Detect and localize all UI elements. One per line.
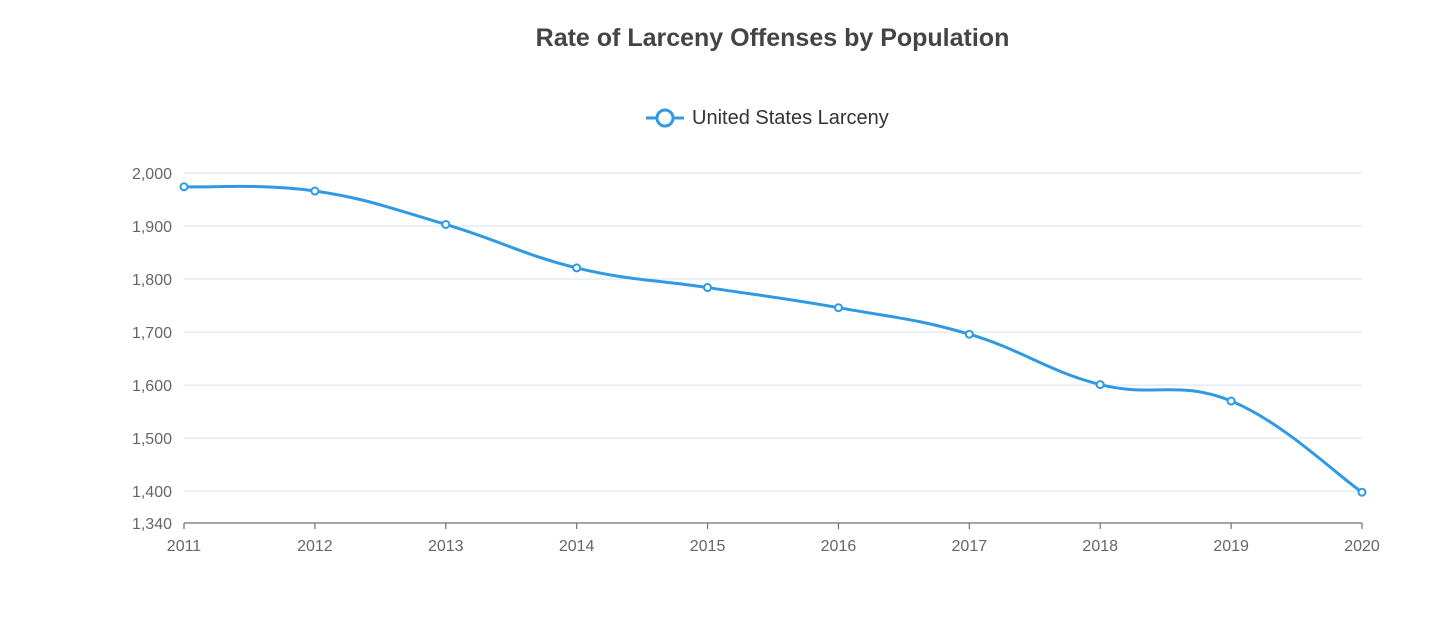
data-point-2019[interactable] [1226,396,1236,406]
x-tick-label: 2017 [952,538,988,555]
data-point-2014[interactable] [572,263,582,273]
x-tick-label: 2011 [167,538,202,555]
y-tick-label: 1,600 [132,378,172,395]
x-tick-label: 2016 [821,538,857,555]
data-point-2013[interactable] [441,219,451,229]
data-point-2011[interactable] [179,182,189,192]
x-tick-label: 2015 [690,538,726,555]
legend-item-united-states-larceny[interactable]: United States Larceny [646,104,889,132]
data-point-2020[interactable] [1357,487,1367,497]
y-tick-label: 2,000 [132,166,172,183]
data-point-2017[interactable] [964,329,974,339]
x-tick-label: 2013 [428,538,464,555]
series-united-states-larceny [179,182,1367,497]
x-tick-label: 2019 [1213,538,1249,555]
chart-title: Rate of Larceny Offenses by Population [535,24,1010,52]
y-tick-label: 1,400 [132,484,172,501]
data-point-2016[interactable] [833,303,843,313]
legend-line-circle-icon [646,108,684,128]
y-tick-label: 1,900 [132,219,172,236]
y-tick-label: 1,700 [132,325,172,342]
x-tick-label: 2012 [297,538,333,555]
series-line [182,184,1364,494]
data-point-2015[interactable] [703,283,713,293]
data-point-2018[interactable] [1095,380,1105,390]
y-tick-label: 1,340 [132,516,172,533]
x-tick-label: 2020 [1344,538,1380,555]
legend-label: United States Larceny [692,106,889,129]
y-tick-label: 1,800 [132,272,172,289]
grid-lines [184,172,1362,492]
x-tick-label: 2018 [1082,538,1118,555]
x-axis-tick-labels: 2011 2012 2013 2014 2015 2016 2017 2018 2019 2020 [167,538,1380,555]
y-axis-tick-labels: 2,000 1,900 1,800 1,700 1,600 1,500 1,400 1,340 [132,166,172,533]
x-axis [183,522,1363,529]
y-tick-label: 1,500 [132,431,172,448]
data-point-2012[interactable] [310,186,320,196]
x-tick-label: 2014 [559,538,595,555]
